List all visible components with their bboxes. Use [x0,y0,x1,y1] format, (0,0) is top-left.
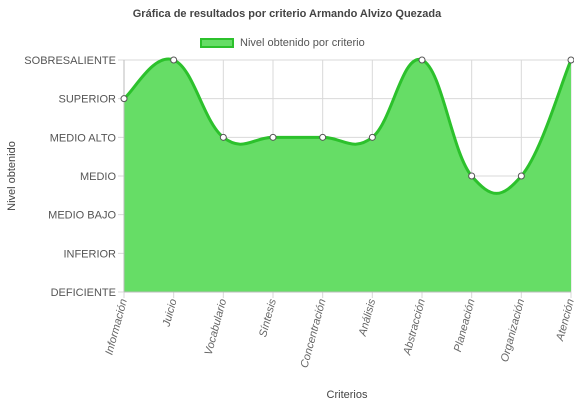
x-tick-label: Planeación [452,298,478,354]
data-point [269,133,277,141]
y-tick-label: SUPERIOR [59,94,117,106]
data-point [468,172,476,180]
y-tick-label: DEFICIENTE [51,287,116,299]
series-area [124,58,571,293]
legend-swatch [200,38,234,48]
data-point [170,56,178,64]
x-tick-label: Atención [554,298,574,343]
x-tick-label: Síntesis [257,297,279,338]
data-point [418,56,426,64]
data-point [517,172,525,180]
y-tick-label: MEDIO BAJO [48,210,116,222]
legend-label: Nivel obtenido por criterio [240,37,365,49]
legend[interactable]: Nivel obtenido por criterio [200,37,365,49]
x-tick-label: Análisis [357,297,379,338]
x-tick-label: Información [103,298,129,357]
data-point [219,133,227,141]
x-tick-label: Juicio [160,298,179,329]
x-axis-title: Criterios [326,389,368,401]
x-tick-label: Abstracción [401,298,428,358]
data-point [368,133,376,141]
x-tick-label: Concentración [299,298,329,370]
x-tick-label: Vocabulario [203,298,230,357]
chart-title: Gráfica de resultados por criterio Arman… [132,8,442,20]
y-tick-label: MEDIO ALTO [50,132,117,144]
y-tick-label: MEDIO [80,171,117,183]
x-tick-label: Organización [499,298,527,364]
data-point [120,95,128,103]
data-point [319,133,327,141]
y-tick-label: INFERIOR [63,248,116,260]
y-tick-label: SOBRESALIENTE [24,55,116,67]
data-point [567,56,574,64]
